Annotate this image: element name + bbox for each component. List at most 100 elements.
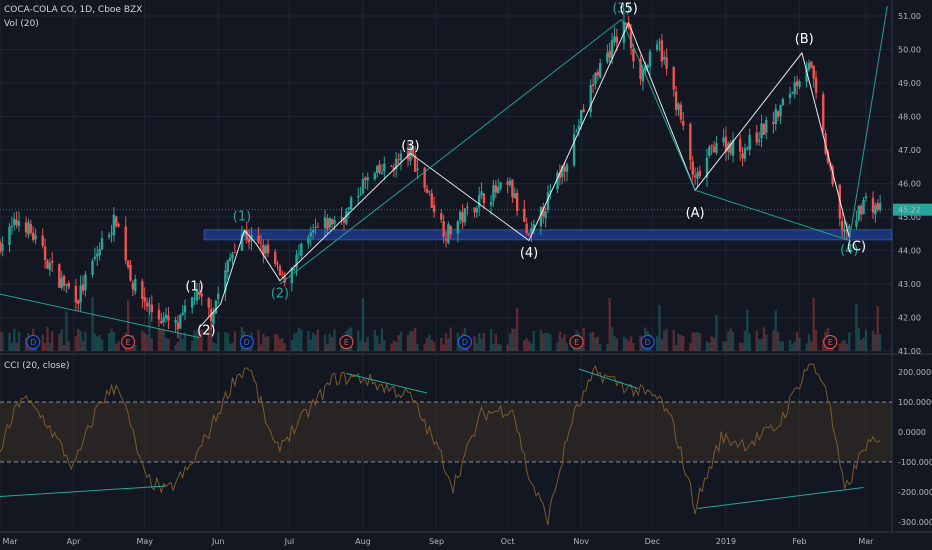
candle-body (134, 279, 137, 292)
candle-body (62, 275, 66, 287)
volume-bar (150, 338, 154, 351)
candle-body (214, 300, 218, 314)
candle-body (24, 222, 28, 233)
candle-body (411, 146, 414, 156)
volume-bar (373, 329, 377, 351)
candle-body (366, 177, 369, 181)
volume-bar (615, 338, 619, 351)
candle-body (316, 226, 320, 228)
time-tick-label: Jul (284, 537, 295, 546)
event-marker-circle (569, 335, 584, 349)
volume-bar (198, 330, 201, 351)
volume-bar (456, 332, 460, 351)
volume-bar (663, 330, 666, 351)
volume-bar (793, 341, 796, 351)
cci-trendline (0, 485, 167, 497)
time-tick-label: May (136, 537, 153, 546)
volume-bar (126, 300, 130, 351)
time-tick-label: Oct (501, 537, 515, 546)
candle-body (243, 231, 246, 235)
volume-bar (546, 332, 550, 351)
candle-body (179, 315, 182, 329)
volume-bar (430, 340, 433, 351)
candle-body (290, 267, 293, 284)
volume-bar (231, 342, 234, 351)
volume-bar (608, 298, 611, 351)
candle-body (523, 208, 526, 222)
volume-bar (876, 305, 879, 351)
candle-body (247, 238, 251, 243)
candle-body (107, 234, 111, 238)
volume-label: Vol (20) (4, 19, 39, 29)
candle-body (15, 219, 18, 226)
volume-bar (43, 343, 47, 351)
candle-body (826, 151, 830, 163)
candle-body (160, 320, 163, 324)
candle-body (855, 220, 858, 227)
candle-body (0, 241, 2, 253)
candle-body (774, 108, 777, 125)
candle-body (449, 226, 452, 234)
candle-body (96, 253, 99, 257)
volume-bar (874, 334, 877, 351)
candle-body (613, 36, 616, 43)
candle-body (174, 319, 177, 323)
volume-bar (843, 339, 846, 351)
last-price-label: 45.22 (898, 206, 921, 215)
candle-body (691, 161, 694, 175)
candle-body (399, 153, 403, 161)
volume-bar (449, 327, 452, 351)
candle-body (459, 211, 462, 221)
volume-bar (226, 333, 229, 351)
candle-body (810, 61, 813, 68)
volume-bar (214, 343, 218, 351)
volume-bar (145, 334, 149, 351)
candle-body (515, 192, 519, 212)
candle-body (655, 43, 659, 50)
cci-line (0, 363, 881, 526)
wave-label: (B) (795, 32, 814, 47)
candle-body (357, 195, 360, 198)
candle-body (577, 125, 581, 130)
volume-bar (79, 331, 82, 351)
candle-body (629, 28, 633, 49)
volume-bar (84, 331, 87, 351)
volume-bar (594, 337, 597, 351)
volume-bar (328, 333, 331, 351)
candle-body (876, 202, 879, 211)
candle-body (582, 108, 585, 113)
volume-bar (698, 333, 702, 351)
volume-bar (805, 343, 808, 351)
candle-body (679, 104, 683, 120)
last-price-badge (893, 203, 932, 216)
volume-bar (682, 336, 685, 351)
candle-body (112, 214, 116, 236)
candle-body (207, 298, 210, 308)
volume-bar (774, 310, 777, 351)
volume-bar (715, 314, 718, 351)
candle-body (190, 297, 194, 308)
symbol-title: COCA-COLA CO, 1D, Cboe BZX (4, 5, 143, 15)
candle-body (364, 177, 367, 181)
candle-body (164, 314, 168, 319)
volume-bar (290, 340, 293, 351)
candle-body (126, 260, 130, 268)
candle-body (8, 226, 11, 245)
candle-body (660, 40, 664, 62)
volume-bar (639, 335, 642, 351)
volume-bar (193, 330, 196, 351)
volume-bar (812, 297, 815, 351)
candle-body (807, 62, 811, 70)
volume-bar (658, 304, 661, 351)
candle-body (542, 207, 545, 217)
candle-body (266, 244, 270, 254)
candle-body (81, 284, 85, 291)
candle-body (878, 203, 882, 211)
volume-bar (440, 337, 443, 351)
event-marker-label: D (462, 338, 468, 347)
candle-body (444, 238, 448, 241)
candle-body (228, 257, 232, 261)
volume-bar (580, 344, 583, 351)
